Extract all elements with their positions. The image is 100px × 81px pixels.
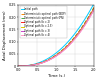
Optimal path (b = 2.5) — [65, 47, 66, 48]
Deterministic optimal path (BDP) — [73, 38, 74, 39]
X-axis label: Time (s.): Time (s.) — [48, 74, 65, 78]
Line: Optimal path (b = 2.5): Optimal path (b = 2.5) — [18, 9, 94, 66]
Deterministic optimal path (BDP) — [48, 59, 49, 60]
Deterministic optimal path (PN) — [48, 59, 49, 60]
Optimal path (b = 2) — [18, 66, 19, 67]
Initial path — [42, 61, 44, 62]
Deterministic optimal path (BDP) — [93, 7, 94, 8]
Optimal path (b = 2) — [48, 60, 49, 61]
Optimal path (b = 4) — [72, 41, 74, 42]
Optimal path (b = 2) — [27, 65, 28, 66]
Optimal path (b = 3) — [65, 48, 66, 49]
Deterministic optimal path (PN) — [42, 62, 44, 63]
Deterministic optimal path (PN) — [72, 39, 74, 40]
Line: Optimal path (b = 2): Optimal path (b = 2) — [18, 9, 94, 66]
Optimal path (b = 2.5) — [42, 62, 44, 63]
Optimal path (b = 2) — [42, 62, 44, 63]
Initial path — [27, 65, 28, 66]
Line: Initial path: Initial path — [18, 4, 94, 66]
Deterministic optimal path (PN) — [27, 65, 28, 66]
Deterministic optimal path (BDP) — [27, 65, 28, 66]
Optimal path (b = 4) — [42, 62, 44, 63]
Optimal path (b = 3) — [18, 66, 19, 67]
Initial path — [93, 3, 94, 4]
Optimal path (b = 2) — [93, 8, 94, 9]
Optimal path (b = 3) — [93, 9, 94, 10]
Initial path — [73, 35, 74, 36]
Deterministic optimal path (PN) — [65, 47, 66, 48]
Initial path — [72, 36, 74, 37]
Line: Optimal path (b = 4): Optimal path (b = 4) — [18, 10, 94, 66]
Line: Optimal path (b = 3): Optimal path (b = 3) — [18, 10, 94, 66]
Deterministic optimal path (BDP) — [42, 62, 44, 63]
Initial path — [48, 58, 49, 59]
Optimal path (b = 4) — [93, 10, 94, 11]
Line: Deterministic optimal path (PN): Deterministic optimal path (PN) — [18, 8, 94, 66]
Initial path — [65, 44, 66, 45]
Optimal path (b = 3) — [48, 60, 49, 61]
Deterministic optimal path (PN) — [18, 66, 19, 67]
Deterministic optimal path (BDP) — [65, 46, 66, 47]
Optimal path (b = 4) — [73, 40, 74, 41]
Line: Deterministic optimal path (BDP): Deterministic optimal path (BDP) — [18, 7, 94, 66]
Optimal path (b = 2) — [72, 40, 74, 41]
Optimal path (b = 2) — [65, 47, 66, 48]
Optimal path (b = 4) — [18, 66, 19, 67]
Optimal path (b = 2) — [73, 39, 74, 40]
Deterministic optimal path (PN) — [93, 7, 94, 8]
Optimal path (b = 2.5) — [27, 65, 28, 66]
Optimal path (b = 2.5) — [18, 66, 19, 67]
Optimal path (b = 3) — [73, 40, 74, 41]
Optimal path (b = 2.5) — [48, 60, 49, 61]
Optimal path (b = 3) — [72, 40, 74, 41]
Optimal path (b = 2.5) — [93, 9, 94, 10]
Y-axis label: Axial Displacement (mm): Axial Displacement (mm) — [4, 11, 8, 60]
Optimal path (b = 3) — [27, 65, 28, 66]
Optimal path (b = 4) — [65, 48, 66, 49]
Optimal path (b = 2.5) — [72, 40, 74, 41]
Deterministic optimal path (BDP) — [18, 66, 19, 67]
Deterministic optimal path (PN) — [73, 39, 74, 40]
Optimal path (b = 4) — [27, 65, 28, 66]
Optimal path (b = 2.5) — [73, 40, 74, 41]
Legend: Initial path, Deterministic optimal path (BDP), Deterministic optimal path (PN),: Initial path, Deterministic optimal path… — [20, 6, 67, 38]
Deterministic optimal path (BDP) — [72, 39, 74, 40]
Initial path — [18, 66, 19, 67]
Optimal path (b = 4) — [48, 60, 49, 61]
Optimal path (b = 3) — [42, 62, 44, 63]
